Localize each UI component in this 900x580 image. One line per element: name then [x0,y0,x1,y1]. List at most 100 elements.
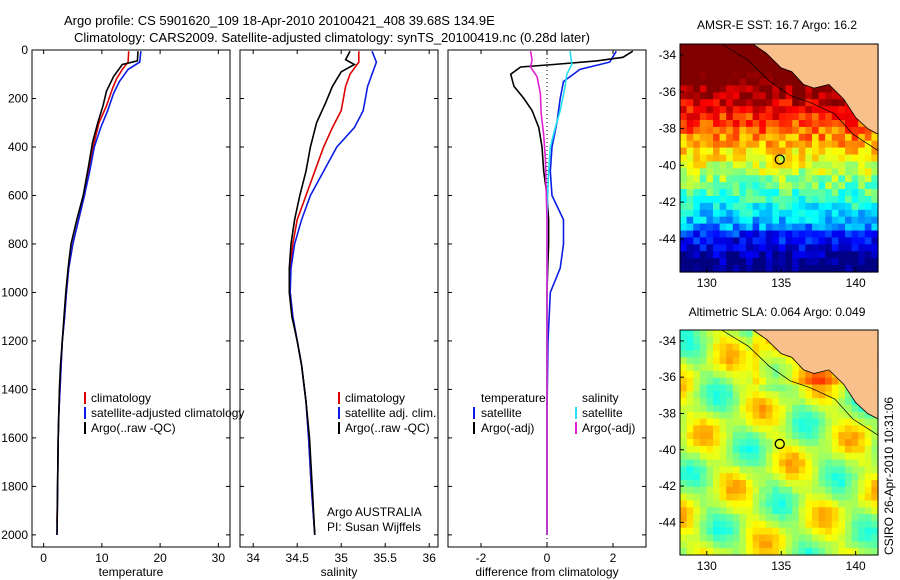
difference-xlabel: difference from climatology [475,565,618,579]
legend-label-satellite: satellite adj. clim. [345,406,436,420]
difference-legend: temperature satellite Argo(-adj) salinit… [473,391,635,435]
sst-map-cell [812,202,820,211]
sla-map-cell [785,459,793,467]
sst-map-cell [726,113,734,121]
sla-map-cell [699,350,707,358]
sla-map-cell [732,520,740,529]
sla-map-cell [759,425,767,433]
sla-map-cell [759,391,767,399]
sla-map-cell [785,520,793,529]
sst-map-cell [792,251,800,259]
sst-map-cell [706,251,714,259]
sst-map-cell [818,216,826,225]
sla-map-cell [858,493,866,502]
sst-map-cell [680,265,688,273]
sla-map-cell [818,548,826,556]
sla-map-cell [732,411,740,420]
sla-map-cell [818,432,826,440]
sst-map-cell [798,244,806,252]
sst-map-cell [785,230,793,239]
sst-map-cell [864,202,872,211]
sst-map-cell [785,196,793,204]
sla-map-cell [864,527,872,536]
sla-map-cell [732,432,740,440]
sst-ytick-label: -40 [659,158,677,172]
sst-map-cell [851,126,859,135]
sst-map-cell [818,265,826,273]
sla-map-cell [805,500,813,508]
sla-map-cell [713,527,721,536]
sst-map-cell [752,230,760,239]
sla-map-cell [798,391,806,399]
sst-map-cell [851,230,859,239]
sla-map-cell [812,432,820,440]
sla-map-cell [798,405,806,413]
sla-map-cell [759,336,767,345]
sla-map-cell [831,377,839,386]
sla-map-cell [825,480,833,488]
sla-map-cell [818,466,826,474]
sst-map-cell [825,244,833,252]
sla-map-cell [785,411,793,420]
sst-map-cell [713,99,721,107]
sla-map-cell [792,527,800,536]
sla-map-cell [858,541,866,549]
sla-map-cell [739,541,747,549]
sla-map-cell [686,370,694,379]
sla-xtick-label: 130 [697,559,717,573]
sst-map-cell [739,216,747,225]
sst-map-cell [759,161,767,169]
sst-map-cell [818,154,826,163]
sst-map: 130 135 140-34-36-38-40-42-44 [659,43,879,290]
legend-heading-temperature: temperature [481,391,546,405]
sst-map-cell [699,57,707,66]
sla-map-cell [680,507,688,515]
sst-map-cell [812,251,820,259]
sla-map-cell [765,500,773,508]
sst-map-cell [805,106,813,114]
sla-map-cell [858,459,866,467]
sst-map-cell [785,223,793,232]
sst-map-cell [825,133,833,142]
sla-map-cell [831,445,839,454]
sst-map-cell [719,78,727,87]
sla-map-cell [765,466,773,474]
sla-ytick-label: -34 [659,334,677,348]
sst-map-cell [805,168,813,176]
sla-map-cell [798,370,806,379]
sla-map-cell [798,548,806,556]
sst-map-cell [759,244,767,252]
sla-map-cell [785,384,793,392]
sst-map-cell [713,258,721,266]
sst-map-cell [752,78,760,87]
sla-map-cell [864,473,872,481]
sla-map-cell [752,445,760,454]
sla-map-cell [719,459,727,467]
sst-map-cell [798,196,806,204]
sst-map-cell [680,216,688,225]
sla-map-cell [752,357,760,365]
sst-map-cell [871,175,879,183]
sla-map-cell [713,466,721,474]
sla-map-cell [864,514,872,522]
sst-map-cell [845,237,853,245]
sla-map-cell [746,425,754,433]
sst-map-cell [765,244,773,252]
sla-map-cell [772,377,780,386]
sla-map-cell [726,534,734,542]
sla-map-cell [851,452,859,461]
sst-map-cell [759,202,767,211]
sst-map-cell [798,230,806,239]
sst-map-cell [693,44,701,52]
sla-map-cell [726,411,734,420]
sla-map-cell [752,425,760,433]
sla-map-cell [726,507,734,515]
sst-map-cell [851,161,859,169]
sst-map-cell [772,120,780,128]
sla-map-cell [739,514,747,522]
sst-map-cell [693,133,701,142]
sla-map-cell [706,330,714,338]
sla-map-cell [686,527,694,536]
sst-map-cell [739,147,747,156]
sst-map-cell [825,182,833,190]
